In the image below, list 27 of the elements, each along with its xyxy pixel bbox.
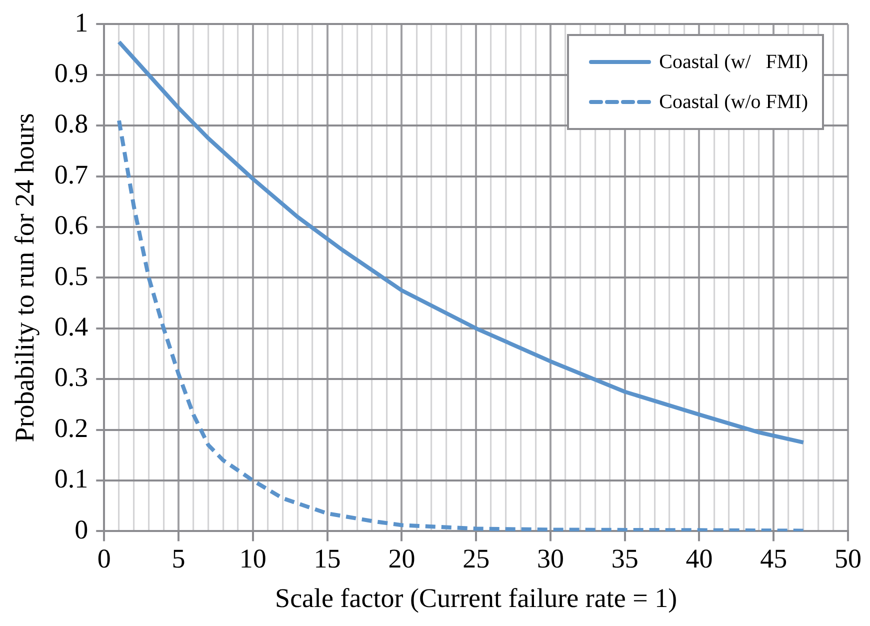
x-tick-label: 40 (686, 543, 713, 574)
y-tick-label: 0 (74, 514, 88, 544)
x-tick-label: 35 (611, 543, 638, 574)
y-tick-label: 0.4 (54, 311, 89, 342)
x-tick-label: 0 (97, 543, 111, 574)
x-tick-label: 45 (760, 543, 788, 574)
y-axis-title: Probability to run for 24 hours (9, 113, 40, 442)
x-tick-label: 20 (388, 543, 416, 574)
y-tick-label: 0.6 (54, 210, 88, 240)
x-axis-title: Scale factor (Current failure rate = 1) (275, 582, 678, 613)
y-tick-label: 0.1 (54, 464, 88, 494)
x-tick-label: 30 (536, 543, 564, 574)
legend-label: Coastal (w/ FMI) (659, 50, 808, 74)
y-tick-label: 0.3 (54, 362, 88, 392)
x-tick-label: 10 (239, 543, 266, 574)
y-tick-label: 0.8 (54, 108, 88, 139)
y-tick-label: 0.7 (54, 159, 88, 190)
x-tick-label: 25 (462, 543, 490, 574)
x-tick-label: 50 (834, 543, 862, 574)
y-tick-label: 0.5 (54, 260, 88, 291)
x-tick-label: 5 (172, 543, 186, 574)
line-series (117, 118, 806, 532)
legend-label: Coastal (w/o FMI) (659, 90, 808, 114)
y-tick-label: 0.9 (54, 58, 88, 88)
y-tick-label: 1 (74, 7, 88, 38)
x-tick-label: 15 (314, 543, 341, 574)
y-tick-label: 0.2 (54, 412, 88, 443)
